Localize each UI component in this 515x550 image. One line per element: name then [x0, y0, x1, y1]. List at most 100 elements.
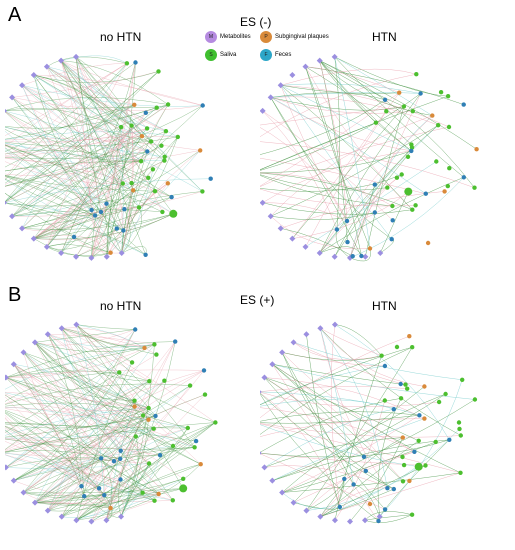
metabolite-node [260, 107, 266, 114]
saliva-node [400, 454, 405, 460]
legend-plaques: P Subgingival plaques [260, 31, 329, 43]
network-edge [5, 111, 124, 231]
network-edge [5, 160, 142, 176]
feces-node [200, 103, 205, 108]
network-edge [34, 342, 174, 447]
feces-node [79, 484, 84, 489]
network-edge [260, 157, 426, 194]
network-edge [5, 412, 155, 501]
saliva-node [390, 203, 395, 209]
saliva-node [162, 378, 167, 383]
network-edge [280, 85, 412, 152]
network-edge [260, 150, 412, 173]
network-edge [60, 60, 148, 129]
network-edge [33, 74, 142, 137]
network-edge [320, 428, 460, 517]
network-edge [260, 106, 404, 126]
network-edge [320, 465, 426, 517]
network-edge [121, 136, 179, 254]
network-edge [262, 110, 393, 221]
saliva-node [436, 123, 441, 128]
network-edge [11, 97, 172, 198]
network-edge [5, 441, 173, 501]
network-edge [379, 379, 463, 517]
network-edge [5, 407, 149, 436]
metabolite-node [261, 374, 268, 381]
network-edge [11, 97, 92, 211]
metabolite-node [317, 325, 324, 332]
feces-node [121, 228, 126, 233]
network-edge [5, 450, 121, 460]
plaque-node [198, 462, 203, 467]
network-edge [260, 423, 461, 438]
network-edge [260, 188, 416, 207]
network-edge [5, 157, 172, 198]
saliva-node [446, 124, 452, 130]
network-edge [91, 127, 122, 258]
network-edge [334, 56, 371, 249]
network-edge [5, 377, 188, 429]
network-edge [293, 451, 415, 503]
network-edge [34, 463, 201, 503]
network-edge [5, 97, 169, 111]
feces-node [102, 493, 107, 498]
network-edge [105, 203, 122, 254]
feces-node [342, 476, 347, 482]
saliva-node [147, 379, 152, 384]
network-edge [75, 104, 169, 257]
edges [5, 324, 216, 522]
network-edge [23, 370, 205, 493]
metabolite-node [331, 53, 338, 60]
network-edge [5, 104, 135, 152]
network-edge [353, 484, 380, 517]
feces-node [201, 368, 207, 373]
network-edge [5, 377, 174, 447]
network-edge [47, 492, 85, 511]
network-edge [34, 460, 115, 503]
saliva-node [144, 126, 150, 131]
saliva-node [385, 185, 390, 190]
saliva-node [404, 187, 413, 196]
network-edge [334, 56, 433, 116]
feces-node [143, 252, 148, 257]
network-edge [319, 60, 412, 152]
saliva-node [129, 180, 134, 186]
feces-node [361, 454, 367, 459]
saliva-node [401, 104, 407, 109]
plaque-node [442, 189, 447, 194]
network-edge [262, 202, 348, 222]
network-edge [75, 56, 124, 231]
plaque-node [422, 416, 427, 421]
saliva-node [434, 159, 439, 164]
metabolite-node [88, 518, 95, 525]
saliva-node [192, 445, 197, 450]
network-edge [5, 369, 205, 378]
metabolite-node [43, 243, 50, 250]
network-edge [5, 71, 159, 203]
network-edge [260, 95, 449, 170]
saliva-node [175, 134, 180, 140]
network-edge [21, 151, 148, 229]
network-edge [281, 492, 340, 510]
network-edge [5, 422, 197, 442]
network-edge [61, 328, 216, 423]
plaque-node [407, 478, 412, 484]
network-edge [281, 352, 386, 510]
network-edge [34, 381, 150, 503]
network-edge [121, 207, 143, 254]
feces-node [104, 201, 109, 206]
network-edge [23, 352, 121, 451]
edges [5, 55, 211, 259]
network-edge [5, 329, 136, 468]
network-edge [106, 183, 168, 257]
plaque-node [198, 148, 203, 153]
network-edge [12, 97, 203, 111]
network-edge [334, 324, 450, 440]
network-edge [280, 228, 353, 257]
plaque-node [156, 491, 161, 497]
saliva-node [394, 344, 400, 350]
feces-node [114, 226, 120, 231]
network-edge [5, 126, 172, 198]
network-edge [5, 190, 156, 207]
network-edge [5, 354, 157, 451]
